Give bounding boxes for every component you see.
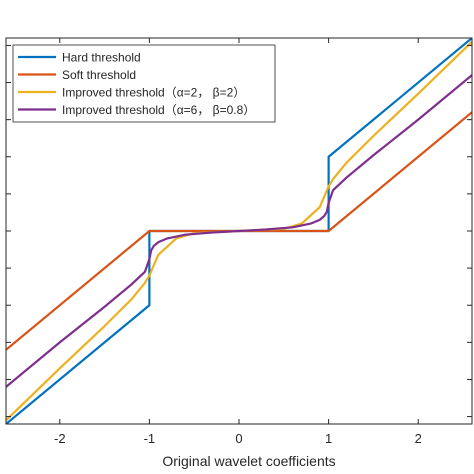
legend-label: Improved threshold（α=2， β=2） bbox=[62, 86, 245, 100]
legend-label: Improved threshold（α=6， β=0.8） bbox=[62, 103, 255, 117]
x-tick-label: 1 bbox=[325, 431, 332, 446]
series-layer bbox=[6, 38, 472, 424]
x-tick-label: 0 bbox=[235, 431, 242, 446]
x-tick-label: -1 bbox=[144, 431, 156, 446]
legend-box bbox=[12, 44, 276, 123]
series-line-4 bbox=[6, 74, 472, 388]
legend-label: Soft threshold bbox=[62, 68, 136, 82]
legend-label: Hard threshold bbox=[62, 51, 141, 65]
axes-layer: -2 -1 0 1 2 bbox=[5, 37, 473, 446]
x-tick-label: 2 bbox=[415, 431, 422, 446]
x-tick-label: -2 bbox=[54, 431, 66, 446]
x-axis-label: Original wavelet coefficients bbox=[162, 453, 335, 469]
legend: Hard threshold Soft threshold Improved thr… bbox=[12, 44, 276, 123]
